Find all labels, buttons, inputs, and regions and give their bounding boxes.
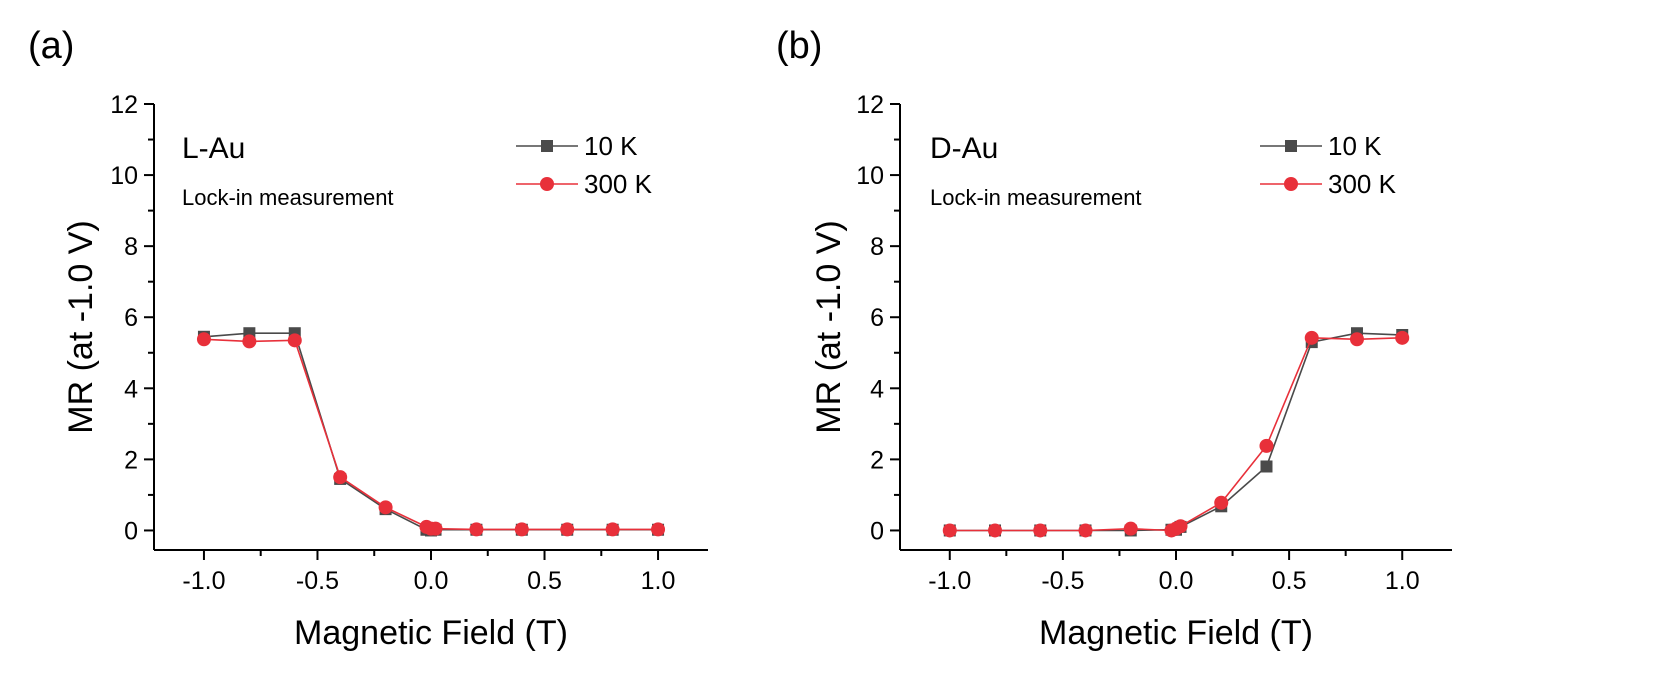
panel-label: (b) [776, 25, 822, 67]
data-point-circle [1033, 523, 1048, 538]
x-tick-label: 0.5 [1272, 567, 1307, 595]
legend-marker-circle [1284, 177, 1298, 191]
data-point-circle [287, 333, 302, 348]
x-tick-label: -0.5 [1041, 567, 1084, 595]
series-line-10k [203, 332, 658, 532]
y-tick-label: 2 [124, 446, 138, 474]
y-tick-label: 12 [110, 91, 138, 119]
y-tick-label: 8 [870, 233, 884, 261]
legend-label: 10 K [1328, 131, 1382, 161]
y-tick-label: 2 [870, 446, 884, 474]
data-point-circle [1078, 523, 1093, 538]
data-point-circle [428, 521, 443, 536]
series-line-10k [949, 332, 1403, 532]
x-tick-label: 0.5 [527, 567, 562, 595]
legend-marker-square [541, 140, 553, 152]
data-point-circle [1395, 330, 1410, 345]
y-tick-label: 4 [124, 375, 138, 403]
legend-marker-circle [540, 177, 554, 191]
data-point-circle [1259, 438, 1274, 453]
data-point-circle [1123, 521, 1138, 536]
y-axis-title: MR (at -1.0 V) [62, 220, 100, 433]
x-axis-title: Magnetic Field (T) [294, 614, 568, 652]
panel-a: (a) 0 2 4 6 8 10 12 -1.0 -0.5 0.0 0.5 1.0 Magnetic Fi… [28, 25, 708, 652]
data-point-circle [1304, 330, 1319, 345]
data-point-circle [651, 522, 666, 537]
data-point-circle [196, 332, 211, 347]
y-tick-label: 10 [110, 162, 138, 190]
x-tick-label: 0.0 [1159, 567, 1194, 595]
y-tick-label: 0 [870, 517, 884, 545]
x-tick-label: -0.5 [296, 567, 339, 595]
x-tick-label: 1.0 [641, 567, 676, 595]
data-point-circle [469, 522, 484, 537]
data-point-circle [333, 470, 348, 485]
y-tick-label: 10 [856, 162, 884, 190]
x-tick-label: 1.0 [1385, 567, 1420, 595]
data-point-circle [942, 523, 957, 538]
data-point-circle [1214, 495, 1229, 510]
chart-subtitle: Lock-in measurement [182, 185, 394, 210]
chart-subtitle: Lock-in measurement [930, 185, 1142, 210]
x-tick-label: 0.0 [414, 567, 449, 595]
data-point-circle [560, 522, 575, 537]
y-tick-label: 8 [124, 233, 138, 261]
y-tick-label: 4 [870, 375, 884, 403]
data-point-circle [988, 523, 1003, 538]
y-axis-title: MR (at -1.0 V) [810, 220, 848, 433]
data-point-square [1260, 460, 1273, 473]
series-line-300k [949, 336, 1403, 532]
panel-label: (a) [28, 25, 74, 67]
legend-label: 300 K [584, 169, 653, 199]
x-tick-label: -1.0 [928, 567, 971, 595]
legend-label: 10 K [584, 131, 638, 161]
y-tick-label: 0 [124, 517, 138, 545]
legend-marker-square [1285, 140, 1297, 152]
y-tick-label: 6 [124, 304, 138, 332]
data-point-circle [1349, 332, 1364, 347]
legend-label: 300 K [1328, 169, 1397, 199]
data-point-circle [378, 500, 393, 515]
chart-title: L-Au [182, 132, 245, 165]
data-point-circle [514, 522, 529, 537]
x-tick-label: -1.0 [182, 567, 225, 595]
data-point-circle [605, 522, 620, 537]
panel-b: (b) 0 2 4 6 8 10 12 -1.0 -0.5 0.0 0.5 1.0 Magnetic Fi… [776, 25, 1452, 652]
data-point-circle [1173, 519, 1188, 534]
data-point-circle [242, 334, 257, 349]
series-line-300k [203, 338, 658, 531]
y-tick-label: 12 [856, 91, 884, 119]
x-axis-title: Magnetic Field (T) [1039, 614, 1313, 652]
y-tick-label: 6 [870, 304, 884, 332]
chart-title: D-Au [930, 132, 998, 165]
